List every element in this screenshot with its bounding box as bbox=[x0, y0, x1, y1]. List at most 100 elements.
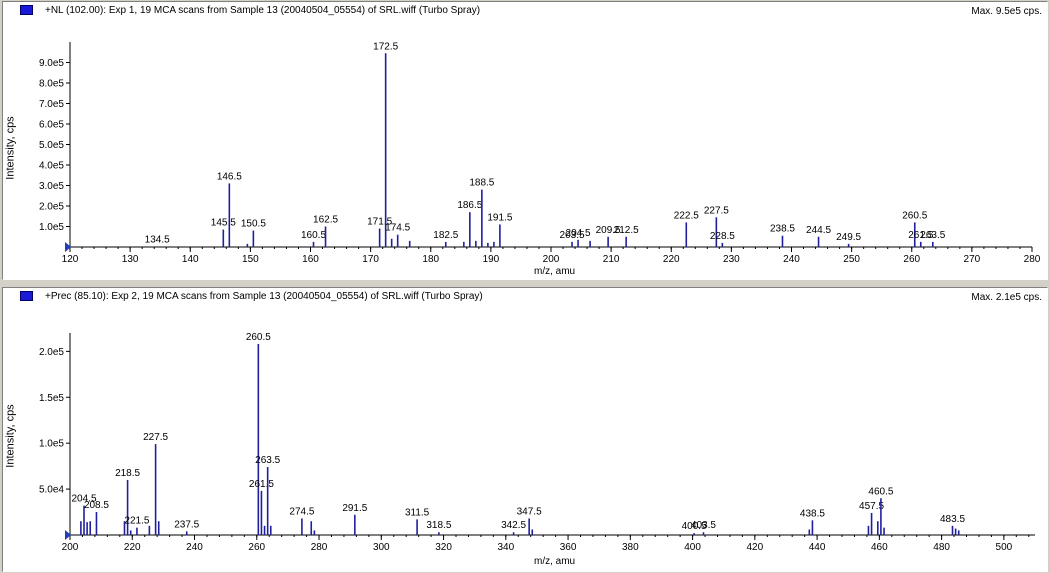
y-tick-label: 2.0e5 bbox=[39, 202, 64, 213]
x-tick-label: 380 bbox=[622, 542, 639, 553]
x-axis-label: m/z, amu bbox=[534, 556, 576, 567]
x-tick-label: 240 bbox=[186, 542, 203, 553]
peak-label: 145.5 bbox=[211, 218, 236, 229]
peak-label: 222.5 bbox=[674, 210, 699, 221]
peak-label: 172.5 bbox=[373, 41, 398, 52]
peak-label: 460.5 bbox=[868, 486, 893, 497]
x-tick-label: 360 bbox=[560, 542, 577, 553]
x-tick-label: 210 bbox=[603, 254, 620, 265]
peak-label: 483.5 bbox=[940, 514, 965, 525]
spectrum-plot-nl[interactable]: 120 130 140 150 160 170 180 190 200 210 220 230 240 2… bbox=[3, 2, 1047, 279]
x-tick-label: 240 bbox=[783, 254, 800, 265]
x-tick-label: 220 bbox=[124, 542, 141, 553]
x-tick-label: 150 bbox=[242, 254, 259, 265]
peak-label: 212.5 bbox=[614, 225, 639, 236]
peak-label: 318.5 bbox=[426, 520, 451, 531]
peak-label: 238.5 bbox=[770, 224, 795, 235]
y-tick-label: 4.0e5 bbox=[39, 161, 64, 172]
x-axis-label: m/z, amu bbox=[534, 266, 576, 277]
peak-label: 188.5 bbox=[469, 178, 494, 189]
peak-label: 134.5 bbox=[145, 234, 170, 245]
peak-label: 150.5 bbox=[241, 219, 266, 230]
peak-label: 203.5 bbox=[560, 230, 585, 241]
x-tick-label: 300 bbox=[373, 542, 390, 553]
x-tick-label: 190 bbox=[483, 254, 500, 265]
peak-label: 174.5 bbox=[385, 223, 410, 234]
peak-label: 400.5 bbox=[682, 521, 707, 532]
x-tick-label: 480 bbox=[933, 542, 950, 553]
x-tick-label: 250 bbox=[843, 254, 860, 265]
peak-label: 204.5 bbox=[566, 228, 591, 239]
x-tick-label: 340 bbox=[497, 542, 514, 553]
y-tick-label: 7.0e5 bbox=[39, 99, 64, 110]
peak-label: 186.5 bbox=[457, 200, 482, 211]
x-tick-label: 130 bbox=[122, 254, 139, 265]
x-tick-label: 200 bbox=[543, 254, 560, 265]
peak-label: 204.5 bbox=[71, 494, 96, 505]
max-intensity-label: Max. 9.5e5 cps. bbox=[971, 6, 1042, 17]
x-tick-label: 500 bbox=[996, 542, 1013, 553]
x-tick-label: 270 bbox=[964, 254, 981, 265]
x-tick-label: 170 bbox=[362, 254, 379, 265]
peak-label: 263.5 bbox=[920, 230, 945, 241]
panel-header: +Prec (85.10): Exp 2, 19 MCA scans from … bbox=[3, 288, 1047, 306]
y-tick-label: 6.0e5 bbox=[39, 120, 64, 131]
spectrum-panel-prec[interactable]: +Prec (85.10): Exp 2, 19 MCA scans from … bbox=[2, 287, 1048, 572]
x-tick-label: 140 bbox=[182, 254, 199, 265]
spectrum-panel-nl[interactable]: +NL (102.00): Exp 1, 19 MCA scans from S… bbox=[2, 1, 1048, 280]
spectrum-plot-prec[interactable]: 200 220 240 260 280 300 320 340 360 380 400 420 440 4… bbox=[3, 288, 1047, 571]
panel-title: +NL (102.00): Exp 1, 19 MCA scans from S… bbox=[45, 5, 481, 16]
panel-select-icon[interactable] bbox=[20, 5, 33, 15]
peak-label: 274.5 bbox=[289, 506, 314, 517]
peak-label: 227.5 bbox=[143, 432, 168, 443]
x-tick-label: 160 bbox=[302, 254, 319, 265]
peak-label: 218.5 bbox=[115, 468, 140, 479]
x-tick-label: 400 bbox=[684, 542, 701, 553]
x-tick-label: 320 bbox=[435, 542, 452, 553]
y-tick-label: 3.0e5 bbox=[39, 181, 64, 192]
peak-label: 227.5 bbox=[704, 205, 729, 216]
peak-label: 457.5 bbox=[859, 501, 884, 512]
x-tick-label: 180 bbox=[422, 254, 439, 265]
peak-label: 260.5 bbox=[246, 332, 271, 343]
peak-label: 228.5 bbox=[710, 231, 735, 242]
x-tick-label: 260 bbox=[248, 542, 265, 553]
x-tick-label: 460 bbox=[871, 542, 888, 553]
peak-label: 160.5 bbox=[301, 230, 326, 241]
peak-label: 261.5 bbox=[908, 230, 933, 241]
peak-label: 191.5 bbox=[487, 212, 512, 223]
panel-header: +NL (102.00): Exp 1, 19 MCA scans from S… bbox=[3, 2, 1047, 20]
x-tick-label: 260 bbox=[903, 254, 920, 265]
x-tick-label: 200 bbox=[62, 542, 79, 553]
x-tick-label: 280 bbox=[311, 542, 328, 553]
peak-label: 261.5 bbox=[249, 479, 274, 490]
peak-label: 260.5 bbox=[902, 210, 927, 221]
peak-label: 171.5 bbox=[367, 217, 392, 228]
y-tick-label: 5.0e5 bbox=[39, 140, 64, 151]
y-tick-label: 1.0e5 bbox=[39, 439, 64, 450]
peak-label: 291.5 bbox=[342, 503, 367, 514]
x-tick-label: 120 bbox=[62, 254, 79, 265]
peak-label: 263.5 bbox=[255, 455, 280, 466]
axis-origin-marker bbox=[65, 530, 71, 540]
x-tick-label: 440 bbox=[809, 542, 826, 553]
peak-label: 342.5 bbox=[501, 520, 526, 531]
y-tick-label: 1.0e5 bbox=[39, 222, 64, 233]
y-tick-label: 5.0e4 bbox=[39, 485, 64, 496]
panel-title: +Prec (85.10): Exp 2, 19 MCA scans from … bbox=[45, 291, 483, 302]
peak-label: 146.5 bbox=[217, 171, 242, 182]
x-tick-label: 230 bbox=[723, 254, 740, 265]
panel-select-icon[interactable] bbox=[20, 291, 33, 301]
peak-label: 221.5 bbox=[124, 516, 149, 527]
axis-origin-marker bbox=[65, 242, 71, 252]
y-tick-label: 2.0e5 bbox=[39, 347, 64, 358]
peak-label: 208.5 bbox=[84, 500, 109, 511]
peak-label: 403.5 bbox=[691, 520, 716, 531]
peak-label: 438.5 bbox=[800, 508, 825, 519]
x-tick-label: 420 bbox=[746, 542, 763, 553]
y-tick-label: 1.5e5 bbox=[39, 393, 64, 404]
peak-label: 347.5 bbox=[517, 506, 542, 517]
x-tick-label: 220 bbox=[663, 254, 680, 265]
x-tick-label: 280 bbox=[1024, 254, 1041, 265]
peak-label: 244.5 bbox=[806, 225, 831, 236]
